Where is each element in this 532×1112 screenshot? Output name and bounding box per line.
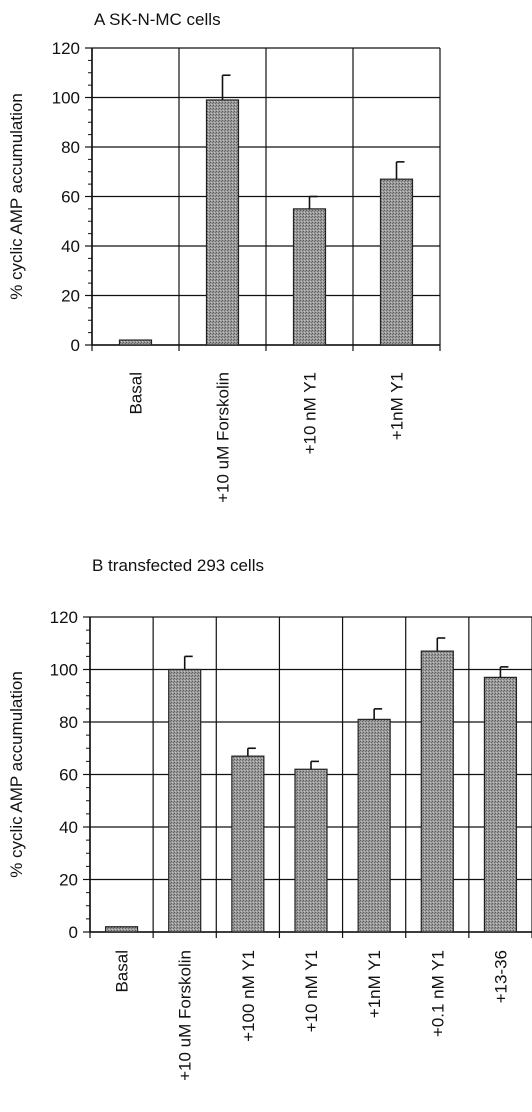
chart-b-category-label: +100 nM Y1 [239, 950, 258, 1042]
chart-b-ytick-label: 0 [69, 923, 78, 942]
chart-b-bar [420, 650, 454, 933]
chart-b-bar [483, 676, 518, 933]
chart-b-category-label: +13-36 [491, 950, 510, 1003]
chart-b-ytick-label: 80 [59, 713, 78, 732]
chart-a-bar [205, 99, 240, 346]
chart-b-ytick-label: 20 [59, 871, 78, 890]
chart-a-bar [292, 208, 327, 346]
chart-b-y-axis-title: % cyclic AMP accumulation [7, 671, 26, 878]
chart-b-bar [104, 926, 139, 933]
chart-a-ytick-label: 20 [61, 287, 80, 306]
chart-a-ytick-label: 120 [52, 39, 80, 58]
chart-a-ytick-label: 0 [71, 336, 80, 355]
chart-b-category-label: Basal [113, 950, 132, 993]
chart-a-ytick-label: 40 [61, 237, 80, 256]
chart-a-bar [118, 339, 153, 346]
chart-a-category-label: +1nM Y1 [388, 372, 407, 440]
chart-a-title: A SK-N-MC cells [94, 10, 221, 29]
chart-b-ytick-label: 40 [59, 818, 78, 837]
chart-b-bar [168, 668, 202, 933]
chart-a-ytick-label: 60 [61, 188, 80, 207]
chart-b-category-label: +10 uM Forskolin [176, 950, 195, 1081]
chart-a-bar [379, 178, 414, 346]
chart-a-category-label: +10 nM Y1 [301, 372, 320, 454]
chart-a-ytick-label: 100 [52, 89, 80, 108]
chart-a-y-axis-title: % cyclic AMP accumulation [7, 93, 26, 300]
chart-b-category-label: +0.1 nM Y1 [428, 950, 447, 1037]
chart-b-bar [357, 718, 391, 933]
chart-b-title: B transfected 293 cells [92, 556, 264, 575]
chart-a-ytick-label: 80 [61, 138, 80, 157]
chart-b-category-label: +10 nM Y1 [302, 950, 321, 1032]
chart-b-bar [231, 755, 265, 933]
chart-a-category-label: Basal [127, 372, 146, 415]
chart-b-ytick-label: 60 [59, 766, 78, 785]
chart-b-ytick-label: 100 [50, 661, 78, 680]
chart-a-category-label: +10 uM Forskolin [214, 372, 233, 503]
chart-b-category-label: +1nM Y1 [365, 950, 384, 1018]
chart-b-bar [294, 768, 328, 933]
chart-b-ytick-label: 120 [50, 608, 78, 627]
